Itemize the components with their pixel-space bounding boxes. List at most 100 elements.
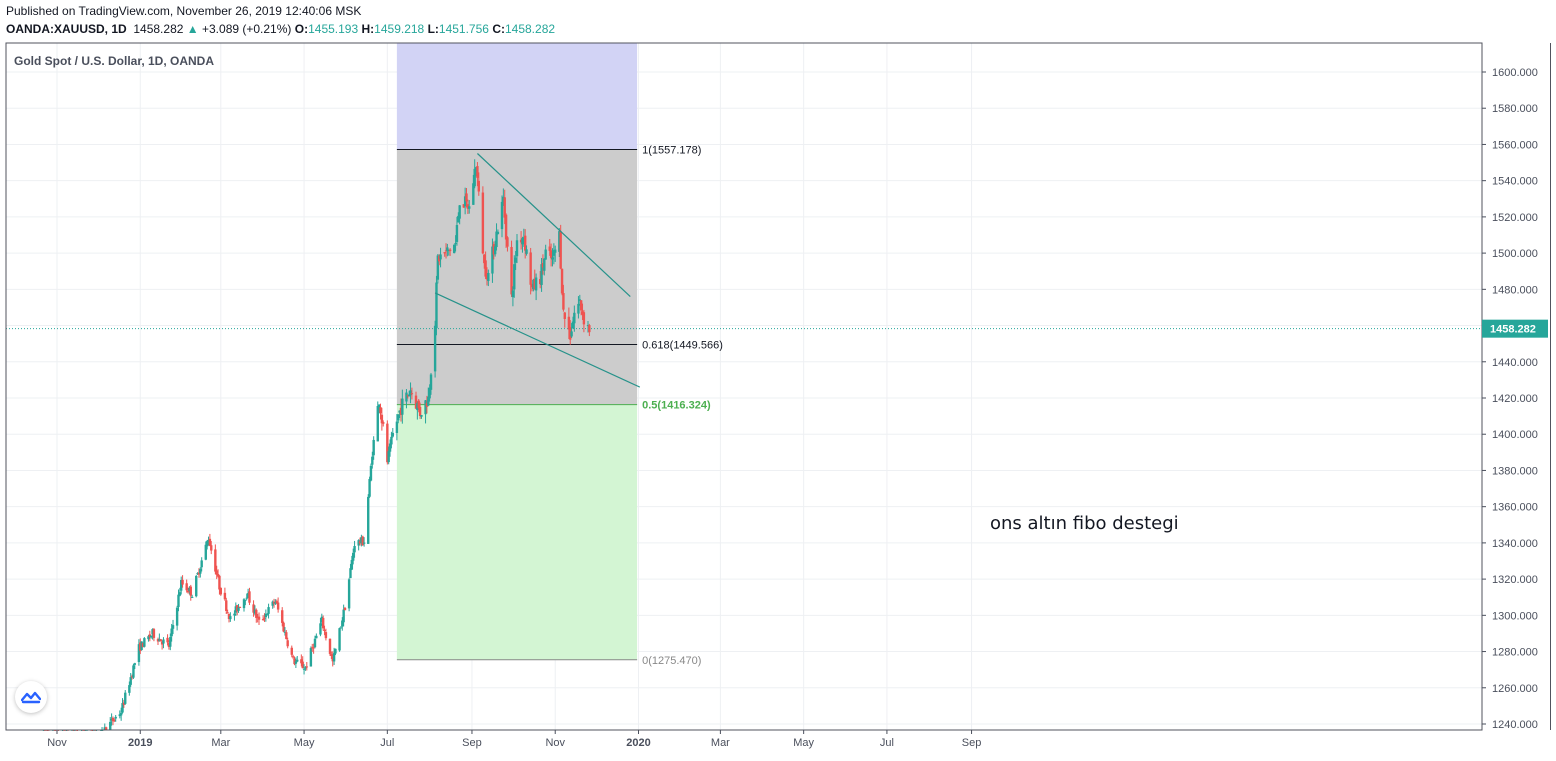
candle-body [291,656,295,658]
candle-body [548,246,551,251]
candle-body [525,249,528,254]
candle-body [487,272,490,282]
chart-title: Gold Spot / U.S. Dollar, 1D, OANDA [14,54,214,68]
symbol-label: OANDA:XAUUSD, 1D [6,22,127,36]
last-price-tag [1482,319,1548,338]
candle-body [323,629,326,631]
candle-body [167,642,171,647]
candle-body [235,605,239,612]
candle-body [453,244,456,254]
candle-body [271,601,274,606]
candle-body [204,544,207,560]
candle-body [114,716,117,719]
trendline [477,153,631,298]
candle-body [539,279,542,285]
candle-body [418,406,422,417]
time-axis[interactable]: Nov 2019 Mar May Jul Sep Nov 2020 Mar May Jul Sep [47,730,981,749]
candle-body [465,193,468,202]
candle-body [492,244,495,255]
candle-body [534,277,538,291]
candle-body [386,423,389,463]
candle-body [141,642,145,648]
candle-body [380,414,384,424]
candle-body [468,206,471,209]
y-tick-label: 1500.000 [1492,248,1538,260]
candle-body [398,410,401,413]
candle-body [139,642,142,651]
y-tick-label: 1480.000 [1492,284,1538,296]
candle-body [124,692,127,704]
candle-body [523,235,527,251]
candle-body [463,196,467,207]
fib-level-label: 0(1275.470) [642,655,701,667]
candle-body [510,246,513,295]
x-tick-label: Jul [380,737,394,749]
y-tick-label: 1560.000 [1492,139,1538,151]
candle-body [372,439,375,456]
change-arrow-icon: ▲ [186,22,199,36]
candle-body [522,237,526,240]
published-line: Published on TradingView.com, November 2… [6,4,362,18]
candle-body [530,284,534,288]
candle-body [119,713,123,716]
candle-body [321,617,325,629]
open-label: O: [294,22,309,36]
candles [0,159,1556,761]
candle-body [267,607,270,614]
candle-body [118,714,121,717]
price-axis[interactable]: 1240.000 1260.000 1280.000 1300.000 1320.000… [1482,67,1548,731]
right-border [1550,43,1551,730]
candle-body [474,167,478,173]
candle-body [190,596,194,598]
y-tick-label: 1400.000 [1492,429,1538,441]
tradingview-cloud-icon[interactable] [15,681,47,713]
candle-body [246,593,250,599]
y-tick-label: 1540.000 [1492,176,1538,188]
candle-body [493,246,497,255]
candle-body [541,263,545,268]
candle-body [409,390,412,396]
fib-level-label: 0.5(1416.324) [642,400,711,412]
candle-body [435,282,438,329]
candle-body [588,325,591,333]
candle-body [132,665,135,678]
candle-body [255,609,258,618]
chart-annotation[interactable]: ons altın fibo destegi [990,513,1179,534]
candle-body [401,398,404,415]
candle-body [407,394,411,397]
y-tick-label: 1340.000 [1492,538,1538,550]
candle-body [100,730,104,732]
candle-body [500,201,504,230]
trendlines[interactable] [434,153,641,388]
candle-body [158,638,161,642]
candle-body [304,667,307,669]
candle-body [569,327,572,340]
candle-body [195,575,198,597]
candle-body [324,632,328,639]
candle-body [140,641,143,650]
pane-frame [5,42,1483,731]
candle-body [560,268,564,294]
candle-body [410,393,414,395]
candle-body [113,719,116,721]
candle-body [283,631,287,633]
candle-body [210,545,213,551]
candle-body [416,403,419,411]
candle-body [515,240,519,257]
candle-body [376,406,379,442]
candle-body [529,252,532,285]
candle-body [178,592,182,596]
candle-body [331,656,334,662]
candle-body [196,573,199,575]
candle-body [266,614,269,616]
candle-body [275,601,278,603]
candle-body [558,231,561,252]
candle-body [552,250,556,256]
fib-zone-middle [396,149,638,405]
y-tick-label: 1360.000 [1492,502,1538,514]
fibonacci-retracement[interactable]: 1(1557.178) 0.618(1449.566) 0.5(1416.324) 0… [396,43,723,667]
fib-level-label: 0.618(1449.566) [642,339,723,351]
candle-body [544,249,547,260]
fib-zone-upper [396,43,638,150]
